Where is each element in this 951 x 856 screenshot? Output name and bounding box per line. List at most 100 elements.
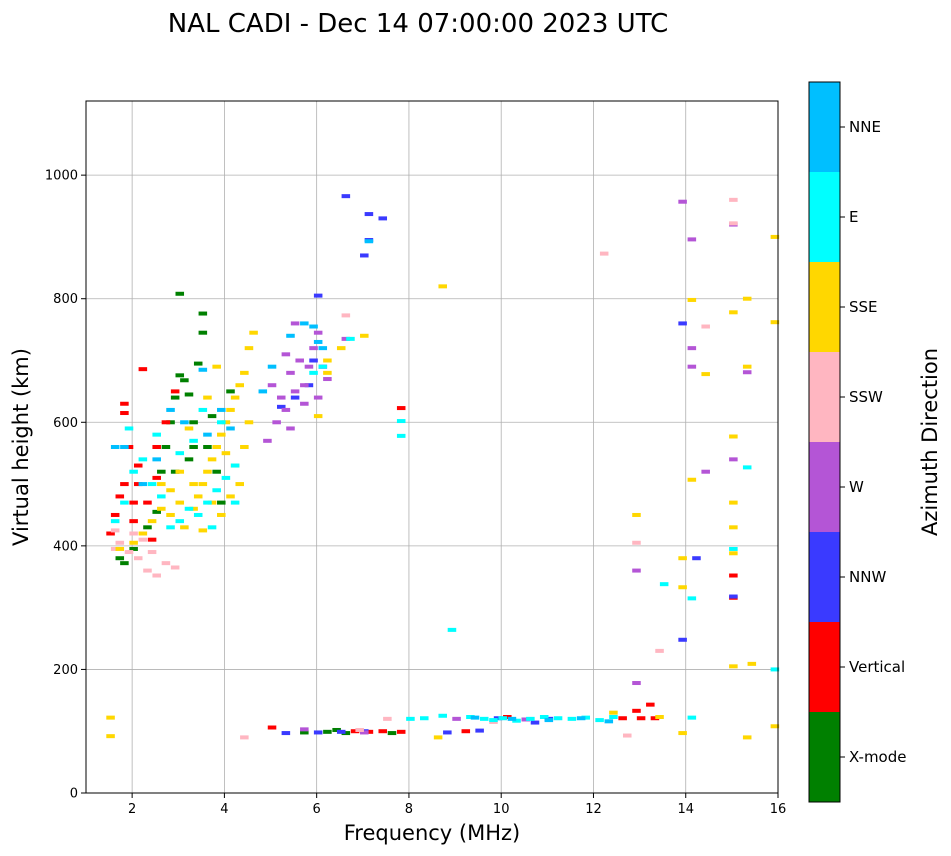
data-point	[161, 561, 171, 566]
data-point	[226, 407, 235, 412]
data-point	[267, 383, 277, 388]
data-point	[678, 585, 687, 590]
y-tick-label: 800	[53, 292, 78, 307]
data-point	[313, 414, 323, 419]
data-point	[129, 469, 138, 474]
data-point	[147, 537, 157, 542]
data-point	[226, 494, 235, 499]
data-point	[129, 500, 138, 505]
data-point	[175, 291, 185, 296]
data-point	[300, 321, 309, 326]
data-point	[180, 378, 189, 383]
data-point	[267, 364, 277, 369]
data-point	[198, 528, 208, 533]
data-point	[678, 199, 687, 204]
data-point	[286, 333, 295, 338]
data-point	[166, 420, 175, 425]
colorbar-title: Azimuth Direction	[918, 348, 942, 536]
data-point	[618, 716, 627, 721]
data-point	[217, 432, 226, 437]
data-point	[133, 482, 143, 487]
data-point	[341, 731, 351, 736]
data-point	[203, 445, 212, 449]
data-point	[124, 445, 134, 449]
data-point	[106, 531, 115, 536]
data-point	[133, 463, 143, 468]
data-point	[189, 506, 198, 511]
data-point	[184, 392, 194, 397]
data-point	[729, 197, 738, 202]
colorbar-swatch	[809, 532, 840, 622]
data-point	[632, 568, 641, 573]
data-point	[189, 420, 198, 425]
data-point	[632, 681, 641, 686]
data-point	[313, 395, 323, 400]
data-point	[309, 346, 318, 351]
data-point	[599, 251, 609, 256]
series-e	[110, 336, 780, 723]
data-point	[304, 383, 314, 388]
data-point	[313, 330, 323, 335]
data-point	[217, 512, 226, 517]
data-point	[323, 358, 332, 363]
data-point	[184, 506, 194, 511]
data-point	[364, 239, 374, 244]
data-point	[258, 389, 268, 394]
data-point	[110, 546, 120, 551]
y-tick-label: 200	[53, 663, 78, 678]
data-point	[729, 457, 738, 462]
data-point	[350, 729, 360, 734]
data-point	[687, 346, 697, 351]
data-point	[313, 293, 323, 298]
data-point	[378, 729, 388, 734]
data-point	[106, 734, 115, 739]
data-point	[692, 556, 701, 561]
data-point	[286, 426, 295, 431]
data-point	[489, 718, 498, 723]
data-point	[687, 237, 697, 242]
data-point	[203, 432, 212, 437]
data-point	[729, 594, 738, 599]
data-point	[115, 556, 125, 561]
data-point	[364, 212, 374, 217]
data-point	[295, 358, 304, 363]
data-point	[300, 730, 309, 735]
data-point	[110, 512, 120, 517]
colorbar-label: W	[849, 478, 864, 496]
data-point	[170, 395, 180, 400]
series-x-mode	[115, 291, 397, 736]
data-point	[175, 469, 185, 474]
data-point	[729, 310, 738, 315]
data-point	[124, 550, 134, 555]
data-point	[138, 457, 148, 462]
data-point	[193, 361, 203, 366]
data-point	[143, 525, 152, 530]
data-point	[687, 364, 697, 369]
x-tick-label: 8	[405, 802, 413, 817]
data-point	[129, 540, 138, 545]
y-axis-ticks: 0 200 400 600 800 1000	[45, 169, 86, 802]
data-point	[396, 406, 406, 411]
data-point	[304, 364, 314, 369]
data-point	[226, 389, 235, 394]
data-point	[336, 346, 346, 351]
data-point	[461, 729, 471, 734]
data-point	[166, 407, 175, 412]
data-point	[235, 482, 245, 487]
plot-area	[86, 101, 778, 793]
data-point	[687, 477, 697, 482]
x-tick-label: 12	[585, 802, 602, 817]
data-point	[110, 445, 120, 449]
data-point	[157, 482, 166, 487]
data-point	[655, 715, 664, 720]
data-point	[622, 733, 632, 738]
data-point	[147, 519, 157, 524]
data-point	[360, 333, 369, 338]
data-point	[632, 512, 641, 517]
data-point	[281, 407, 291, 412]
data-point	[729, 573, 738, 578]
data-point	[110, 528, 120, 533]
data-point	[129, 519, 138, 524]
data-point	[770, 320, 780, 325]
data-point	[729, 551, 738, 556]
